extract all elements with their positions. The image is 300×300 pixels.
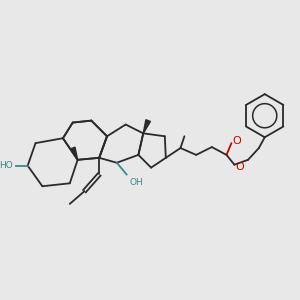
Polygon shape xyxy=(70,147,78,160)
Text: OH: OH xyxy=(130,178,143,187)
Polygon shape xyxy=(143,120,151,133)
Text: O: O xyxy=(236,162,244,172)
Text: HO: HO xyxy=(0,161,13,170)
Text: O: O xyxy=(232,136,241,146)
